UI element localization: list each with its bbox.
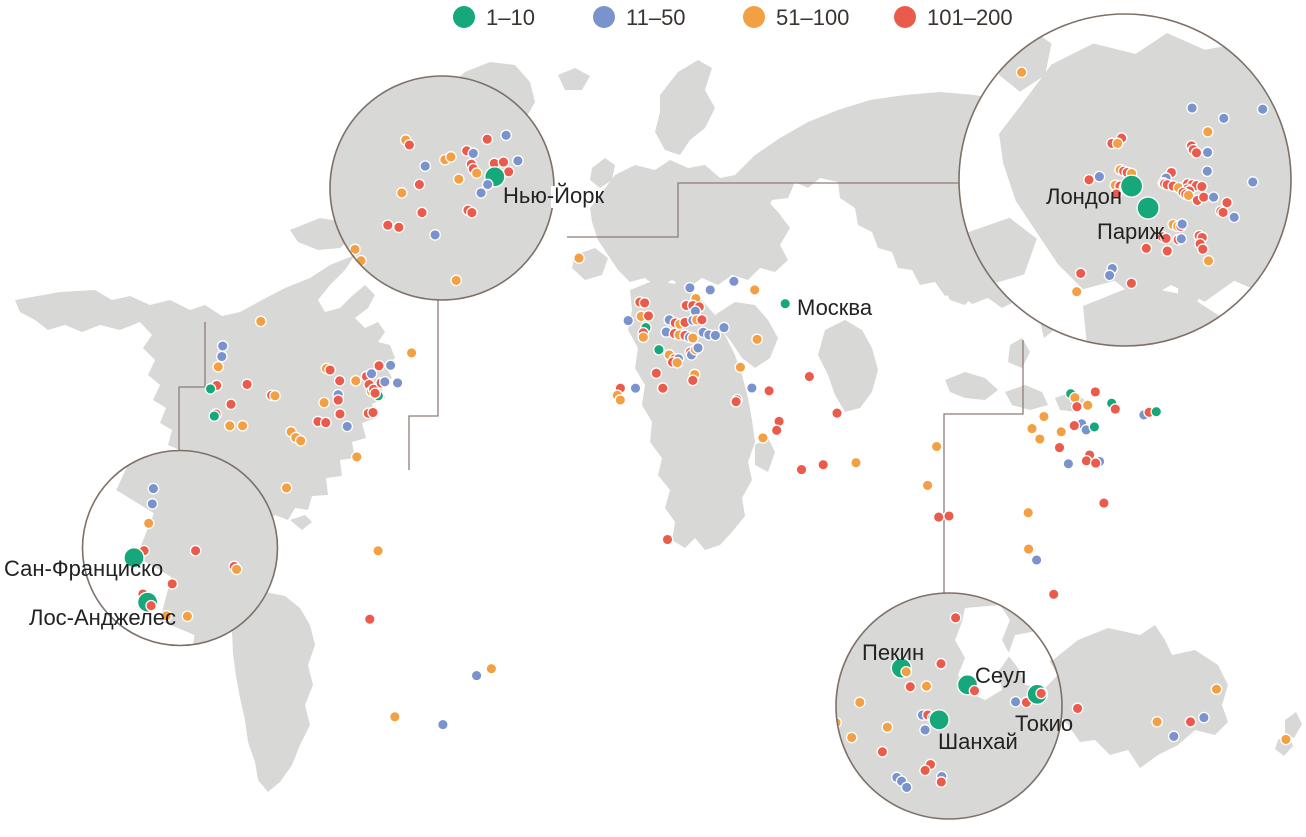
svg-text:Лондон: Лондон <box>1046 184 1122 209</box>
svg-text:Сан-Франциско: Сан-Франциско <box>4 556 163 581</box>
svg-text:1–10: 1–10 <box>486 5 535 30</box>
svg-text:Лос-Анджелес: Лос-Анджелес <box>29 605 176 630</box>
svg-text:Шанхай: Шанхай <box>938 729 1018 754</box>
svg-text:Москва: Москва <box>797 295 873 320</box>
svg-text:11–50: 11–50 <box>626 5 686 30</box>
svg-text:Сеул: Сеул <box>975 663 1026 688</box>
svg-text:51–100: 51–100 <box>776 5 849 30</box>
svg-text:Нью-Йорк: Нью-Йорк <box>503 183 604 208</box>
svg-text:Париж: Париж <box>1097 219 1165 244</box>
svg-text:Пекин: Пекин <box>862 640 924 665</box>
svg-text:101–200: 101–200 <box>927 5 1013 30</box>
svg-text:Токио: Токио <box>1015 711 1073 736</box>
